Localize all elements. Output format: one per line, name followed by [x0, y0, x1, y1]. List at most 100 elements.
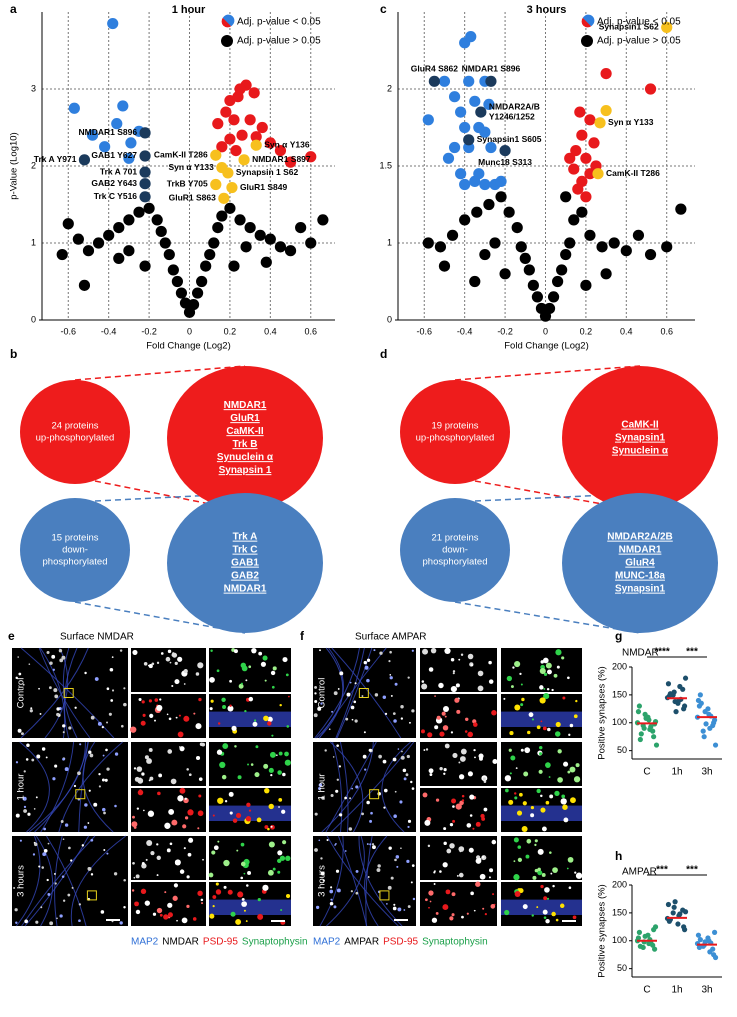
puncta: [559, 903, 565, 909]
puncta: [478, 858, 482, 861]
puncta: [478, 753, 484, 759]
dot: [672, 698, 678, 705]
puncta: [489, 868, 494, 873]
puncta: [505, 788, 509, 793]
puncta: [178, 746, 181, 748]
puncta: [156, 704, 163, 712]
puncta: [401, 750, 403, 753]
puncta: [228, 791, 234, 797]
puncta: [186, 768, 189, 771]
puncta: [179, 746, 185, 752]
panel-letter: d: [380, 347, 387, 361]
up-circle-small: [400, 380, 510, 484]
puncta: [201, 902, 204, 905]
puncta: [569, 766, 576, 773]
puncta: [420, 729, 425, 734]
point: [584, 168, 596, 180]
point: [250, 131, 262, 143]
dot: [677, 911, 683, 917]
puncta: [169, 661, 172, 664]
puncta: [328, 728, 331, 731]
puncta: [101, 778, 105, 782]
panel-letter: e: [8, 629, 15, 643]
puncta: [174, 679, 180, 685]
point: [224, 202, 236, 214]
puncta: [344, 850, 347, 852]
puncta: [336, 778, 339, 781]
x-tick-label: 0.6: [304, 326, 317, 336]
legend-swatch: [221, 17, 232, 28]
puncta: [475, 881, 481, 887]
puncta: [241, 897, 245, 901]
y-tick-label: 0: [31, 314, 36, 324]
puncta: [394, 858, 397, 862]
puncta: [58, 649, 63, 653]
puncta: [371, 843, 375, 846]
point-label: Synapsin 1 S62: [236, 167, 299, 177]
puncta: [123, 702, 127, 707]
panel-letter: b: [10, 347, 17, 361]
point: [572, 183, 584, 195]
y-axis-title: Positive synapses (%): [597, 666, 608, 759]
puncta: [56, 917, 58, 920]
puncta: [396, 865, 399, 868]
point: [133, 206, 145, 218]
puncta: [519, 792, 523, 797]
puncta: [568, 886, 572, 890]
puncta: [532, 875, 537, 880]
puncta: [460, 653, 464, 656]
puncta: [389, 676, 393, 680]
puncta: [539, 752, 543, 756]
puncta: [143, 661, 148, 666]
puncta: [454, 697, 460, 703]
point: [78, 279, 91, 291]
puncta: [215, 889, 222, 895]
point: [483, 98, 495, 110]
puncta: [167, 749, 173, 754]
puncta: [348, 827, 353, 831]
puncta: [53, 872, 56, 875]
puncta: [182, 824, 187, 829]
puncta: [233, 649, 238, 654]
puncta: [517, 857, 523, 862]
point: [588, 137, 600, 149]
point: [600, 268, 612, 280]
puncta: [209, 707, 213, 711]
puncta: [280, 908, 283, 911]
point: [179, 297, 192, 309]
y-tick-label: 150: [612, 689, 627, 699]
point: [580, 191, 592, 203]
point: [125, 137, 137, 149]
puncta: [267, 721, 272, 726]
puncta: [255, 745, 259, 749]
image-title: Surface NMDAR: [60, 632, 134, 643]
point: [78, 154, 91, 166]
point: [196, 275, 208, 288]
puncta: [232, 818, 238, 823]
puncta: [200, 898, 204, 902]
count-text: phosphorylated: [423, 557, 488, 568]
panel-letter: f: [300, 629, 305, 643]
puncta: [470, 891, 474, 896]
puncta: [376, 868, 381, 872]
puncta: [67, 893, 71, 897]
point: [503, 206, 515, 218]
puncta: [156, 661, 160, 665]
puncta: [240, 842, 245, 847]
puncta: [193, 712, 196, 715]
point: [471, 206, 483, 218]
row-label: 1 hour: [317, 774, 328, 801]
dot: [682, 909, 689, 915]
puncta: [171, 653, 176, 657]
puncta: [548, 776, 551, 778]
legend-swatch: [582, 15, 594, 27]
puncta: [469, 794, 475, 800]
puncta: [119, 921, 123, 925]
puncta: [393, 903, 396, 906]
puncta: [382, 695, 387, 699]
puncta: [106, 721, 109, 724]
puncta: [392, 757, 397, 762]
puncta: [314, 812, 318, 816]
puncta: [114, 752, 119, 756]
dendrite: [40, 741, 75, 833]
